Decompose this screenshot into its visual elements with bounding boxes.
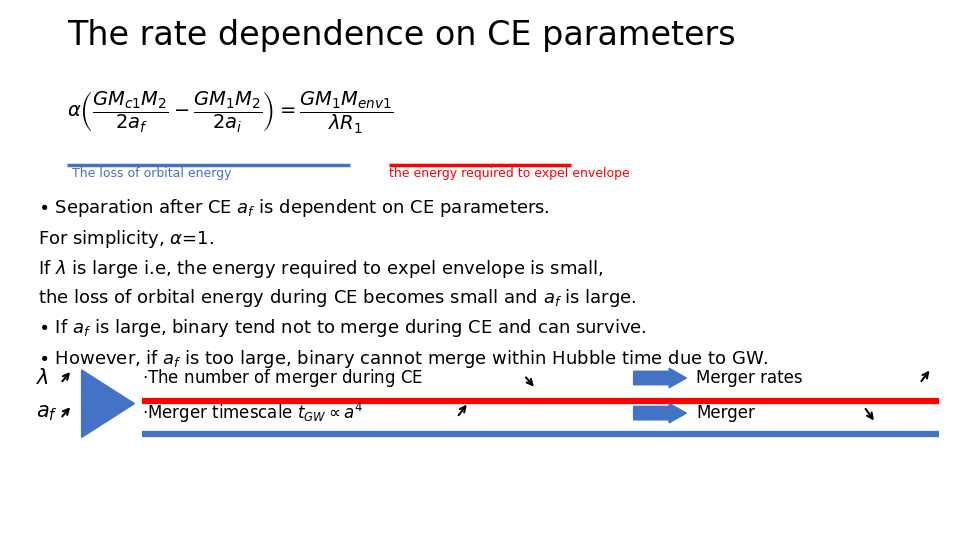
FancyArrow shape bbox=[634, 368, 686, 388]
Text: $\bullet$ If $a_f$ is large, binary tend not to merge during CE and can survive.: $\bullet$ If $a_f$ is large, binary tend… bbox=[38, 317, 647, 339]
Text: $\bullet$ Separation after CE $a_f$ is dependent on CE parameters.: $\bullet$ Separation after CE $a_f$ is d… bbox=[38, 197, 550, 219]
Text: the energy required to expel envelope: the energy required to expel envelope bbox=[389, 167, 630, 180]
Text: the loss of orbital energy during CE becomes small and $a_f$ is large.: the loss of orbital energy during CE bec… bbox=[38, 287, 636, 309]
Text: For simplicity, $\alpha$=1.: For simplicity, $\alpha$=1. bbox=[38, 228, 214, 250]
Text: $\alpha\left(\dfrac{GM_{c1}M_2}{2a_f} - \dfrac{GM_1M_2}{2a_i}\right) = \dfrac{GM: $\alpha\left(\dfrac{GM_{c1}M_2}{2a_f} - … bbox=[67, 89, 394, 135]
Text: The rate dependence on CE parameters: The rate dependence on CE parameters bbox=[67, 19, 735, 52]
Text: $\bullet$ However, if $a_f$ is too large, binary cannot merge within Hubble time: $\bullet$ However, if $a_f$ is too large… bbox=[38, 348, 769, 370]
Text: Merger: Merger bbox=[696, 404, 755, 422]
Text: $\cdot$The number of merger during CE: $\cdot$The number of merger during CE bbox=[142, 367, 423, 389]
Text: Merger rates: Merger rates bbox=[696, 369, 803, 387]
Text: $\lambda$: $\lambda$ bbox=[36, 368, 50, 388]
FancyArrow shape bbox=[634, 403, 686, 423]
Text: $a_f$: $a_f$ bbox=[36, 403, 59, 423]
Polygon shape bbox=[82, 370, 134, 437]
Text: $\cdot$Merger timescale $t_{GW}\propto a^4$: $\cdot$Merger timescale $t_{GW}\propto a… bbox=[142, 401, 363, 425]
Text: If $\lambda$ is large i.e, the energy required to expel envelope is small,: If $\lambda$ is large i.e, the energy re… bbox=[38, 258, 604, 280]
Text: The loss of orbital energy: The loss of orbital energy bbox=[72, 167, 231, 180]
